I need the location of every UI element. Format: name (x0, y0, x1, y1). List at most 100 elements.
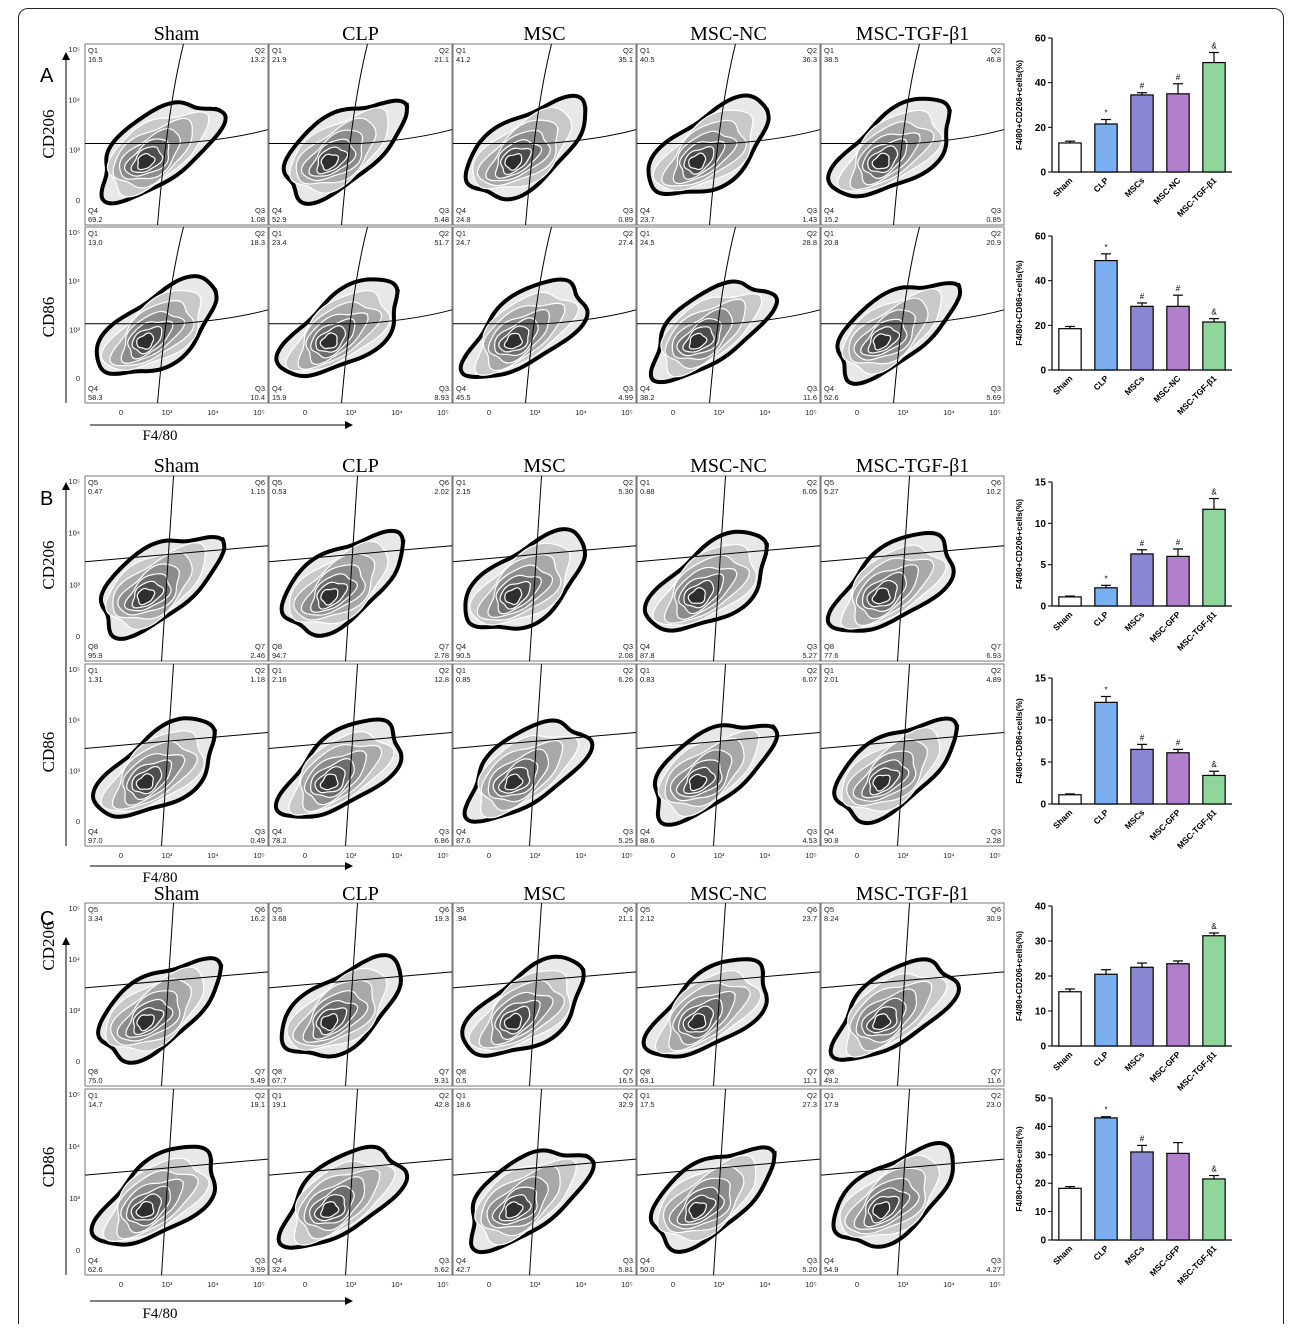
quadrant-id: Q3 (439, 384, 449, 393)
quadrant-gate-horizontal (820, 731, 1005, 749)
quadrant-id: Q1 (272, 1091, 282, 1100)
quadrant-id: Q3 (623, 642, 633, 651)
quadrant-id: Q6 (255, 478, 265, 487)
quadrant-gate-vertical (713, 1088, 727, 1276)
category-label: MSCs (1123, 175, 1147, 199)
quadrant-id: Q2 (991, 229, 1001, 238)
y-tick-label: 0 (76, 817, 80, 826)
quadrant-gate-vertical (529, 663, 543, 847)
quadrant-id: Q4 (824, 384, 834, 393)
quadrant-id: Q4 (640, 827, 650, 836)
quadrant-value: 20.8 (824, 238, 839, 247)
contour-level (136, 1014, 155, 1032)
quadrant-value: 19.1 (272, 1100, 287, 1109)
category-label: MSC-GFP (1148, 609, 1183, 644)
x-tick-label: 10³ (898, 1280, 909, 1289)
quadrant-value: 24.7 (456, 238, 471, 247)
quadrant-id: Q3 (991, 827, 1001, 836)
quadrant-value: 30.9 (986, 914, 1001, 923)
quadrant-value: 23.7 (802, 914, 817, 923)
x-tick-label: 10⁵ (805, 408, 816, 417)
quadrant-id: Q1 (640, 229, 650, 238)
contour-level (320, 153, 340, 171)
quadrant-gate-vertical (709, 226, 737, 404)
y-axis-marker: CD206 (39, 109, 58, 158)
quadrant-gate-horizontal (452, 545, 637, 563)
y-tick-label: 30 (1035, 937, 1047, 948)
quadrant-gate-vertical (345, 902, 359, 1087)
bar (1202, 1178, 1226, 1241)
quadrant-value: 11.6 (803, 393, 817, 402)
quadrant-id: Q8 (88, 1067, 98, 1076)
y-tick-label: 10 (1035, 519, 1047, 530)
quadrant-id: Q3 (623, 1256, 633, 1265)
quadrant-value: 5.62 (434, 1265, 449, 1274)
quadrant-id: Q2 (623, 46, 633, 55)
quadrant-value: 24.5 (640, 238, 655, 247)
x-tick-label: 0 (487, 1280, 491, 1289)
quadrant-gate-vertical (345, 663, 359, 847)
category-label: CLP (1091, 175, 1110, 194)
significance-mark: * (1104, 1106, 1107, 1115)
quadrant-gate-vertical (529, 902, 543, 1087)
bar (1202, 935, 1226, 1047)
quadrant-value: 3.59 (250, 1265, 265, 1274)
category-label: Sham (1051, 1243, 1075, 1267)
category-label: Sham (1051, 1049, 1075, 1073)
y-tick-label: 0 (1040, 168, 1046, 179)
quadrant-value: 88.6 (640, 836, 655, 845)
quadrant-value: 1.08 (250, 215, 265, 224)
quadrant-id: Q3 (623, 384, 633, 393)
x-tick-label: 10³ (898, 408, 909, 417)
quadrant-gate-horizontal (452, 971, 637, 989)
quadrant-id: Q1 (272, 46, 282, 55)
y-tick-label: 0 (76, 1246, 80, 1255)
x-tick-label: 10⁵ (437, 851, 448, 860)
y-axis-arrowhead (62, 937, 70, 945)
quadrant-id: Q3 (255, 1256, 265, 1265)
category-label: Sham (1051, 609, 1075, 633)
x-tick-label: 10⁵ (989, 851, 1000, 860)
quadrant-gate-vertical (157, 226, 185, 404)
quadrant-value: 11.6 (987, 1076, 1001, 1085)
category-label: Sham (1051, 373, 1075, 397)
quadrant-value: 77.6 (824, 651, 839, 660)
quadrant-gate-horizontal (636, 1158, 821, 1176)
quadrant-value: 16.5 (618, 1076, 633, 1085)
quadrant-value: 97.0 (88, 836, 103, 845)
bar-chart: 0 10 20 30 40 F4/80+CD206+cells(%) Sham CLP MSCs… (1014, 902, 1232, 1093)
y-tick-label: 20 (1035, 972, 1047, 983)
x-tick-label: 0 (119, 1280, 123, 1289)
quadrant-value: 6.05 (802, 487, 817, 496)
quadrant-value: 12.8 (434, 675, 449, 684)
bar (1058, 991, 1082, 1047)
quadrant-id: Q3 (807, 642, 817, 651)
bar (1166, 1152, 1190, 1241)
y-tick-label: 15 (1035, 478, 1047, 489)
significance-mark: & (1211, 922, 1217, 931)
y-tick-label: 20 (1035, 1179, 1047, 1190)
quadrant-value: 52.6 (824, 393, 839, 402)
quadrant-id: Q8 (640, 1067, 650, 1076)
x-tick-label: 10⁴ (391, 1280, 403, 1289)
group-title: Sham (154, 883, 200, 905)
quadrant-gate-horizontal (84, 731, 269, 749)
significance-mark: & (1211, 760, 1217, 769)
quadrant-value: 18.3 (250, 238, 265, 247)
quadrant-id: Q5 (88, 905, 98, 914)
quadrant-value: 94.7 (272, 651, 287, 660)
y-tick-label: 10³ (69, 146, 80, 155)
y-axis-arrowhead (62, 482, 70, 490)
contour-level (688, 1201, 707, 1220)
quadrant-id: Q3 (255, 384, 265, 393)
x-tick-label: 0 (119, 408, 123, 417)
contour-level (504, 773, 524, 791)
quadrant-id: Q3 (991, 384, 1001, 393)
y-tick-label: 40 (1035, 78, 1047, 89)
quadrant-gate-vertical (529, 475, 543, 662)
quadrant-gate-horizontal (636, 731, 821, 749)
